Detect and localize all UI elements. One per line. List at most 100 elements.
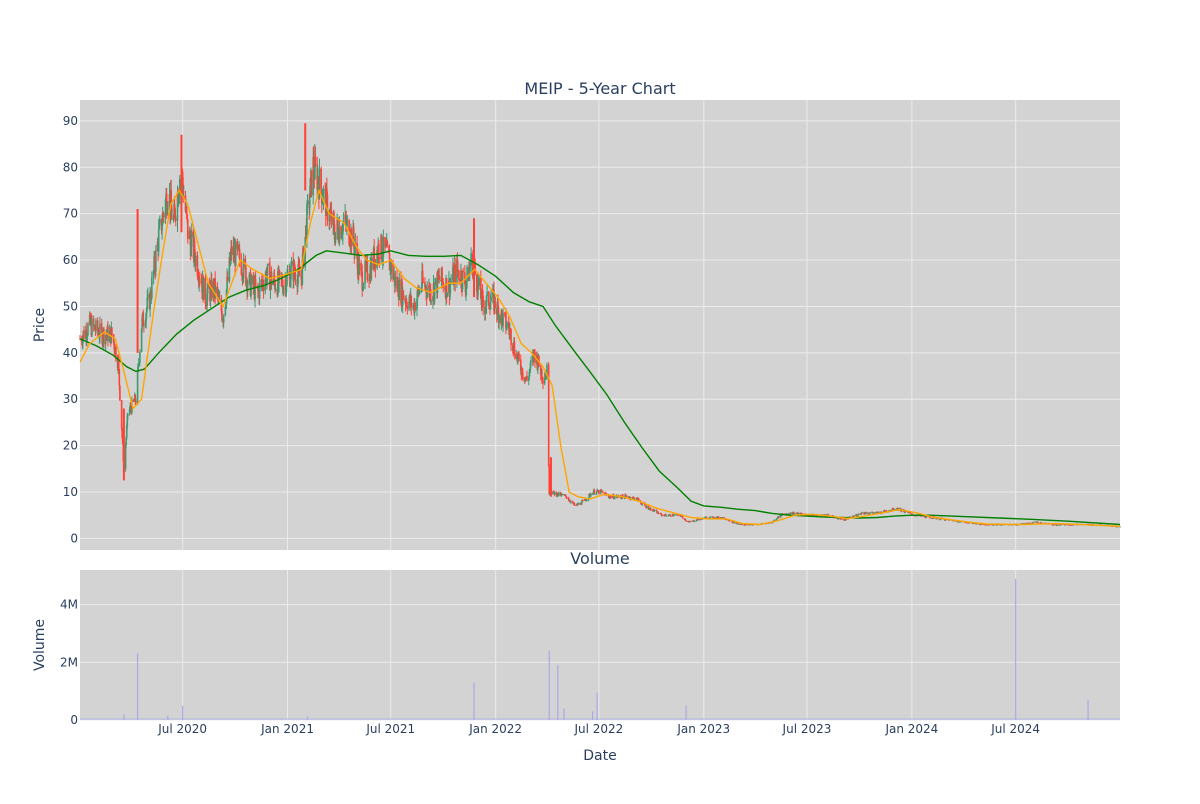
- candle-body: [185, 206, 188, 215]
- candle-body: [522, 377, 524, 378]
- candle-body: [376, 249, 378, 268]
- candle-body: [141, 317, 143, 329]
- candle-body: [793, 513, 796, 515]
- candle-body: [98, 332, 100, 338]
- x-tick-label: Jul 2024: [990, 722, 1040, 736]
- candle-body: [312, 157, 315, 196]
- candle-body: [314, 156, 316, 179]
- candle-body: [456, 259, 459, 270]
- candle-body: [635, 497, 638, 500]
- candle-body: [692, 520, 695, 522]
- candle-body: [457, 269, 459, 271]
- candle-body: [149, 291, 151, 309]
- candle-body: [811, 515, 813, 516]
- candle-body: [847, 518, 849, 520]
- candle-body: [547, 364, 550, 466]
- candle-body: [266, 275, 268, 283]
- candle-body: [775, 519, 777, 521]
- candle-body: [725, 519, 728, 521]
- volume-y-tick-label: 4M: [60, 598, 78, 612]
- candle-body: [543, 377, 546, 384]
- candle-body: [696, 518, 699, 521]
- candle-body: [346, 220, 349, 222]
- candle-body: [466, 267, 468, 282]
- price-y-tick-label: 50: [63, 299, 78, 313]
- candle-body: [624, 494, 627, 496]
- candle-body: [196, 255, 199, 276]
- candle-body: [245, 266, 247, 286]
- candle-body: [481, 291, 483, 305]
- candle-body: [827, 514, 830, 516]
- candle-body: [137, 363, 140, 365]
- candle-body: [558, 492, 560, 496]
- candle-body: [640, 502, 642, 504]
- candle-body: [321, 200, 324, 204]
- candle-body: [102, 340, 104, 344]
- price-y-tick-label: 30: [63, 392, 78, 406]
- candle-body: [100, 323, 103, 330]
- candle-body: [282, 287, 285, 294]
- candle-body: [625, 495, 628, 498]
- candle-body: [381, 256, 384, 260]
- candle-body: [610, 495, 612, 498]
- candle-body: [145, 313, 147, 323]
- candle-body: [613, 498, 616, 500]
- candle-body: [684, 519, 687, 521]
- candle-body: [562, 494, 564, 496]
- candle-body: [273, 275, 276, 282]
- candle-body: [314, 156, 317, 165]
- candle-body: [126, 415, 129, 426]
- candle-body: [170, 207, 173, 220]
- candle-body: [186, 214, 188, 219]
- candle-body: [813, 515, 816, 516]
- x-tick-label: Jan 2021: [260, 722, 314, 736]
- candle-body: [153, 256, 156, 270]
- candle-body: [258, 283, 261, 299]
- candle-body: [298, 268, 301, 277]
- candle-body: [490, 297, 492, 302]
- volume-baseline: [80, 718, 1120, 720]
- x-tick-label: Jul 2021: [365, 722, 415, 736]
- candle-body: [837, 518, 840, 520]
- candle-body: [360, 270, 363, 272]
- candle-body: [230, 246, 233, 255]
- candle-body: [644, 504, 646, 506]
- price-y-tick-label: 70: [63, 207, 78, 221]
- candle-body: [500, 310, 503, 324]
- candle-body: [665, 515, 668, 517]
- candle-body: [801, 513, 803, 515]
- candle-body: [238, 249, 241, 261]
- candle-body: [241, 274, 243, 276]
- candle-body: [1033, 521, 1035, 523]
- candle-body: [237, 245, 240, 250]
- candle-body: [789, 512, 792, 515]
- candle-body: [996, 525, 998, 526]
- candle-body: [869, 512, 872, 514]
- candle-body: [462, 270, 464, 273]
- candle-body: [574, 505, 576, 507]
- candle-body: [83, 330, 85, 339]
- candle-body: [667, 515, 670, 517]
- candle-body: [405, 300, 408, 307]
- candle-body: [478, 277, 480, 287]
- x-tick-label: Jan 2024: [884, 722, 938, 736]
- candle-body: [461, 270, 464, 289]
- candle-body: [953, 520, 955, 522]
- candle-body: [272, 281, 275, 285]
- x-tick-label: Jan 2023: [676, 722, 730, 736]
- candle-body: [157, 229, 160, 252]
- candle-body: [735, 522, 738, 524]
- candle-body: [554, 492, 556, 495]
- candle-body: [214, 286, 217, 296]
- candle-body: [889, 510, 892, 511]
- candle-body: [425, 285, 427, 293]
- x-tick-label: Jul 2023: [782, 722, 832, 736]
- candle-body: [186, 218, 189, 239]
- candle-body: [424, 281, 426, 288]
- candle-body: [262, 286, 265, 291]
- candle-body: [465, 287, 467, 293]
- candle-body: [121, 437, 124, 444]
- candle-body: [653, 510, 656, 511]
- candle-body: [86, 337, 88, 340]
- volume-bar: [182, 705, 184, 720]
